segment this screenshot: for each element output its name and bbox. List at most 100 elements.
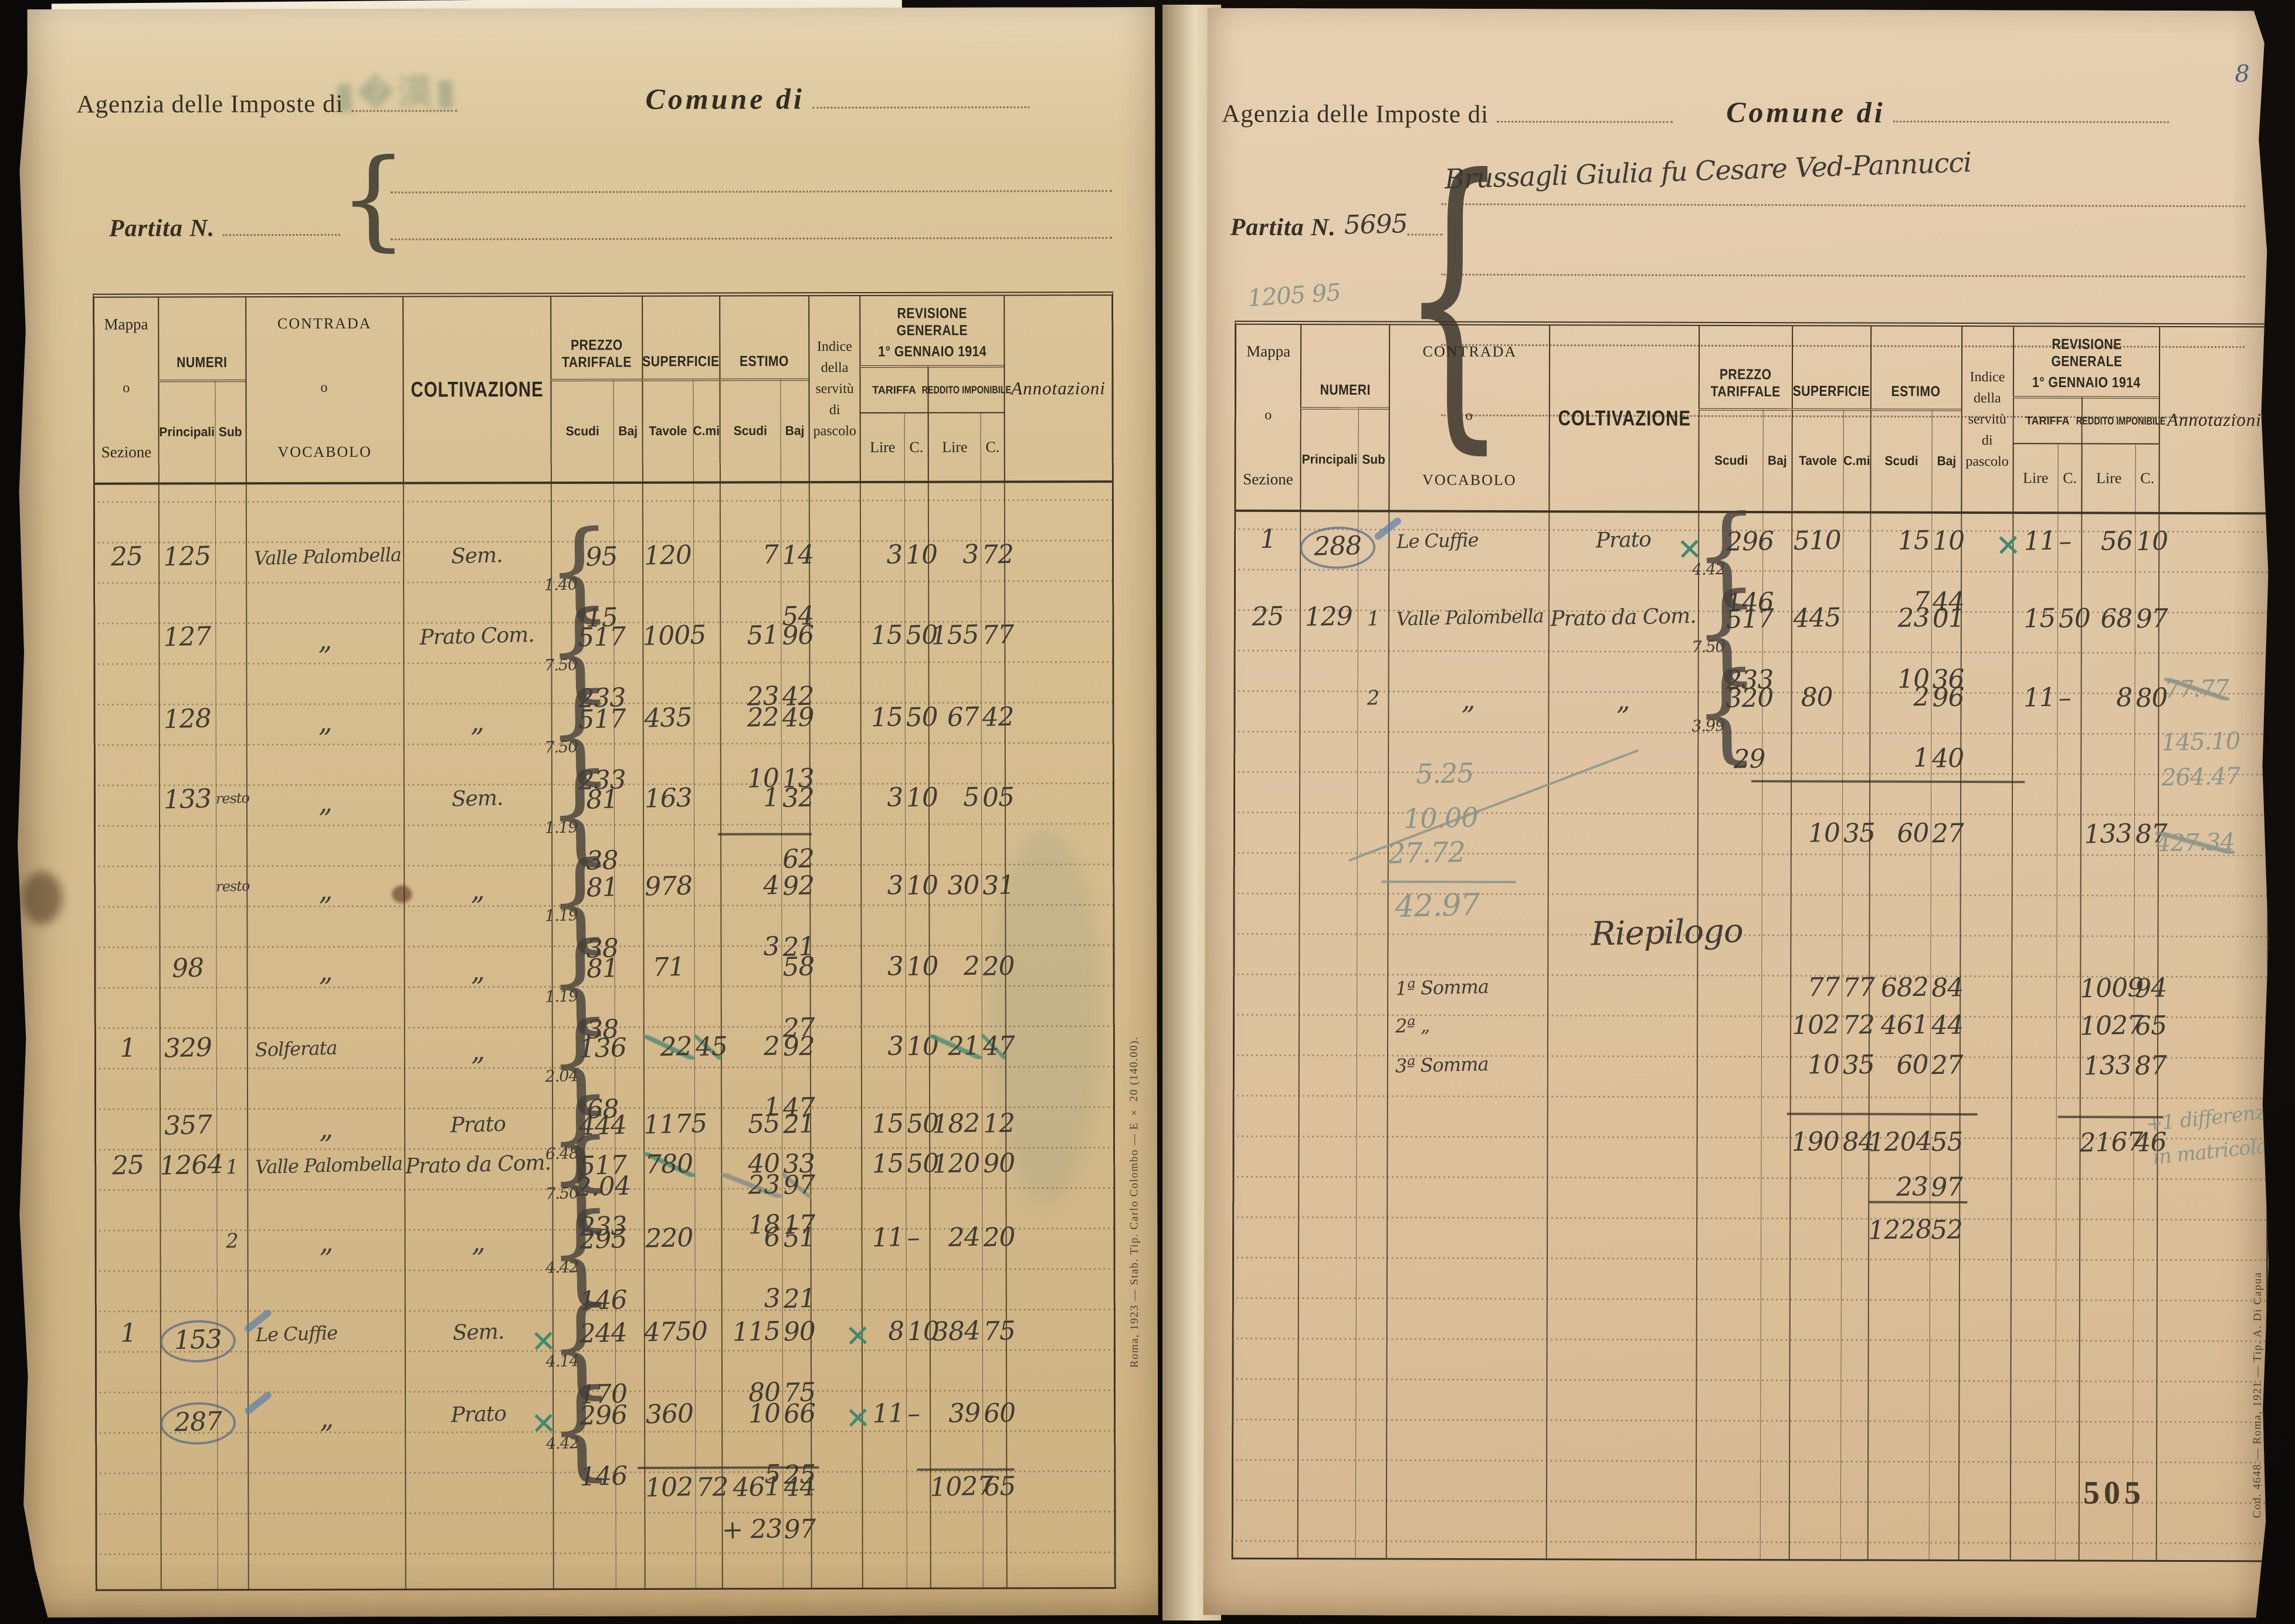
printer-imprint: Cod. 4648 — Roma, 1921 — Tip. A. Di Capu… (2250, 1272, 2264, 1518)
handwritten-value: 47 (982, 1030, 1015, 1062)
handwritten-value: 3 (887, 1031, 904, 1062)
handwritten-value: 52 (1930, 1215, 1963, 1246)
handwritten-value: 3 (962, 539, 979, 570)
handwritten-value: 10 (1932, 525, 1965, 557)
pencil-note: 264.47 (2161, 762, 2240, 792)
header-reddito-lire: Lire (928, 412, 981, 481)
handwritten-value: 27 (1931, 1050, 1964, 1081)
handwritten-value: resto (215, 877, 250, 895)
handwritten-value: 90 (782, 1316, 816, 1347)
header-prezzo-tariffale: PREZZO TARIFFALE (550, 297, 642, 379)
handwritten-value: „ (319, 1402, 334, 1435)
column-divider (2055, 514, 2059, 1559)
handwritten-value: 1204 (1867, 1126, 1932, 1158)
handwritten-value: – (2058, 526, 2072, 557)
prezzo-upper: 517 (1726, 604, 1774, 635)
handwritten-value: 1 (1367, 607, 1379, 631)
handwritten-value: 8 (2116, 682, 2133, 713)
handwritten-value: 65 (2134, 1011, 2167, 1042)
header-mappa: Mappa o Sezione (1243, 342, 1293, 489)
prezzo-upper: 244 (579, 1317, 628, 1350)
header-prezzo-scudi: Scudi (550, 379, 613, 482)
handwritten-value: 1228 (1867, 1214, 1932, 1246)
handwritten-value: 1 (119, 1033, 136, 1063)
handwritten-value: 32 (781, 782, 815, 813)
handwritten-value: 01 (1932, 603, 1965, 634)
header-principali: Principali (1300, 407, 1358, 510)
handwritten-value: 10 (906, 870, 939, 901)
handwritten-value: 12 (982, 1108, 1016, 1140)
column-divider (2009, 514, 2013, 1559)
handwritten-value: 92 (782, 870, 815, 901)
header-tariffa-c: C. (904, 412, 928, 481)
handwritten-value: 50 (906, 1148, 940, 1179)
handwritten-value: 96 (781, 620, 814, 651)
pencil-note: 27.72 (1387, 836, 1466, 871)
handwritten-value: 15 (871, 1108, 904, 1140)
handwritten-value: 55 (747, 1108, 780, 1140)
header-estimo: ESTIMO (719, 296, 809, 378)
fill-in-line (391, 237, 1112, 240)
handwritten-value: 50 (906, 1108, 940, 1140)
handwritten-value: 11 (2023, 525, 2056, 557)
ink-sum-line (1869, 1201, 1967, 1203)
handwritten-value: 40 (747, 1148, 780, 1179)
header-cmi: C.mi (693, 379, 719, 482)
coltivazione-value: Prato Com. (419, 622, 535, 650)
header-numeri: NUMERI (1300, 325, 1389, 407)
handwritten-value: – (2057, 683, 2072, 713)
handwritten-value: „ (470, 955, 485, 987)
handwritten-value: 45 (694, 1031, 728, 1063)
handwritten-value: „ (317, 623, 332, 656)
comune-label: Comune di (1726, 95, 1886, 129)
handwritten-value: 115 (731, 1316, 781, 1348)
handwritten-value: 11 (872, 1398, 905, 1429)
handwritten-value: 15 (2023, 603, 2056, 634)
handwritten-value: 163 (644, 782, 693, 814)
handwritten-value: 66 (783, 1398, 816, 1429)
header-indice-pascolo: Indice della servitù di pascolo (808, 296, 859, 481)
handwritten-value: 62 (782, 843, 815, 874)
handwritten-value: 77 (1842, 972, 1875, 1003)
parcel-number: 129 (1304, 601, 1353, 633)
handwritten-value: 10 (907, 1316, 940, 1347)
parcel-number: 127 (162, 621, 211, 653)
handwritten-value: 35 (1842, 1049, 1875, 1080)
contrada-name: Le Cuffie (255, 1321, 338, 1347)
handwritten-value: 97 (783, 1514, 816, 1545)
handwritten-value: 96 (1932, 682, 1965, 713)
handwritten-value: 3 (886, 782, 903, 813)
header-superficie: SUPERFICIE (642, 297, 719, 379)
header-sub: Sub (215, 379, 245, 482)
pencil-note: 42.97 (1394, 887, 1480, 925)
table-body: 25 125 Valle Palombella Sem. 1.40{95 15 120 7 14… (95, 483, 1114, 1589)
handwritten-value: 1 (1259, 524, 1276, 555)
ink-sum-line (638, 1466, 819, 1469)
page-header: Agenzia delle Imposte di Comune di Bruss… (1208, 8, 2272, 11)
handwritten-value: 55 (1931, 1127, 1964, 1158)
handwritten-value: 682 (1880, 972, 1928, 1003)
handwritten-value: 220 (645, 1222, 693, 1254)
handwritten-value: 25 (111, 1150, 144, 1181)
handwritten-value: 44 (1931, 1010, 1964, 1041)
prezzo-upper: 517 (577, 621, 626, 653)
handwritten-value: 23 (1897, 602, 1930, 633)
header-coltivazione: COLTIVAZIONE (403, 297, 551, 482)
handwritten-value: 72 (696, 1472, 728, 1503)
handwritten-value: 461 (732, 1472, 781, 1503)
parcel-number: 357 (163, 1110, 212, 1141)
handwritten-value: 133 (2083, 1050, 2132, 1081)
handwritten-value: „ (471, 1226, 486, 1258)
handwritten-value: 24 (948, 1222, 981, 1253)
header-revisione: REVISIONE GENERALE 1° GENNAIO 1914 (2012, 327, 2159, 396)
header-contrada: CONTRADA o VOCABOLO (1389, 325, 1550, 510)
handwritten-value: 50 (2058, 603, 2091, 634)
handwritten-value: „ (317, 786, 333, 819)
handwritten-value: 87 (2135, 819, 2168, 850)
prezzo-upper: 320 (1725, 683, 1774, 714)
handwritten-value: 90 (982, 1148, 1016, 1179)
handwritten-value: 25 (1251, 601, 1284, 632)
handwritten-value: „ (318, 1226, 333, 1259)
partita-line: Partita N. (109, 214, 340, 243)
comune-line: Comune di (645, 81, 1030, 116)
